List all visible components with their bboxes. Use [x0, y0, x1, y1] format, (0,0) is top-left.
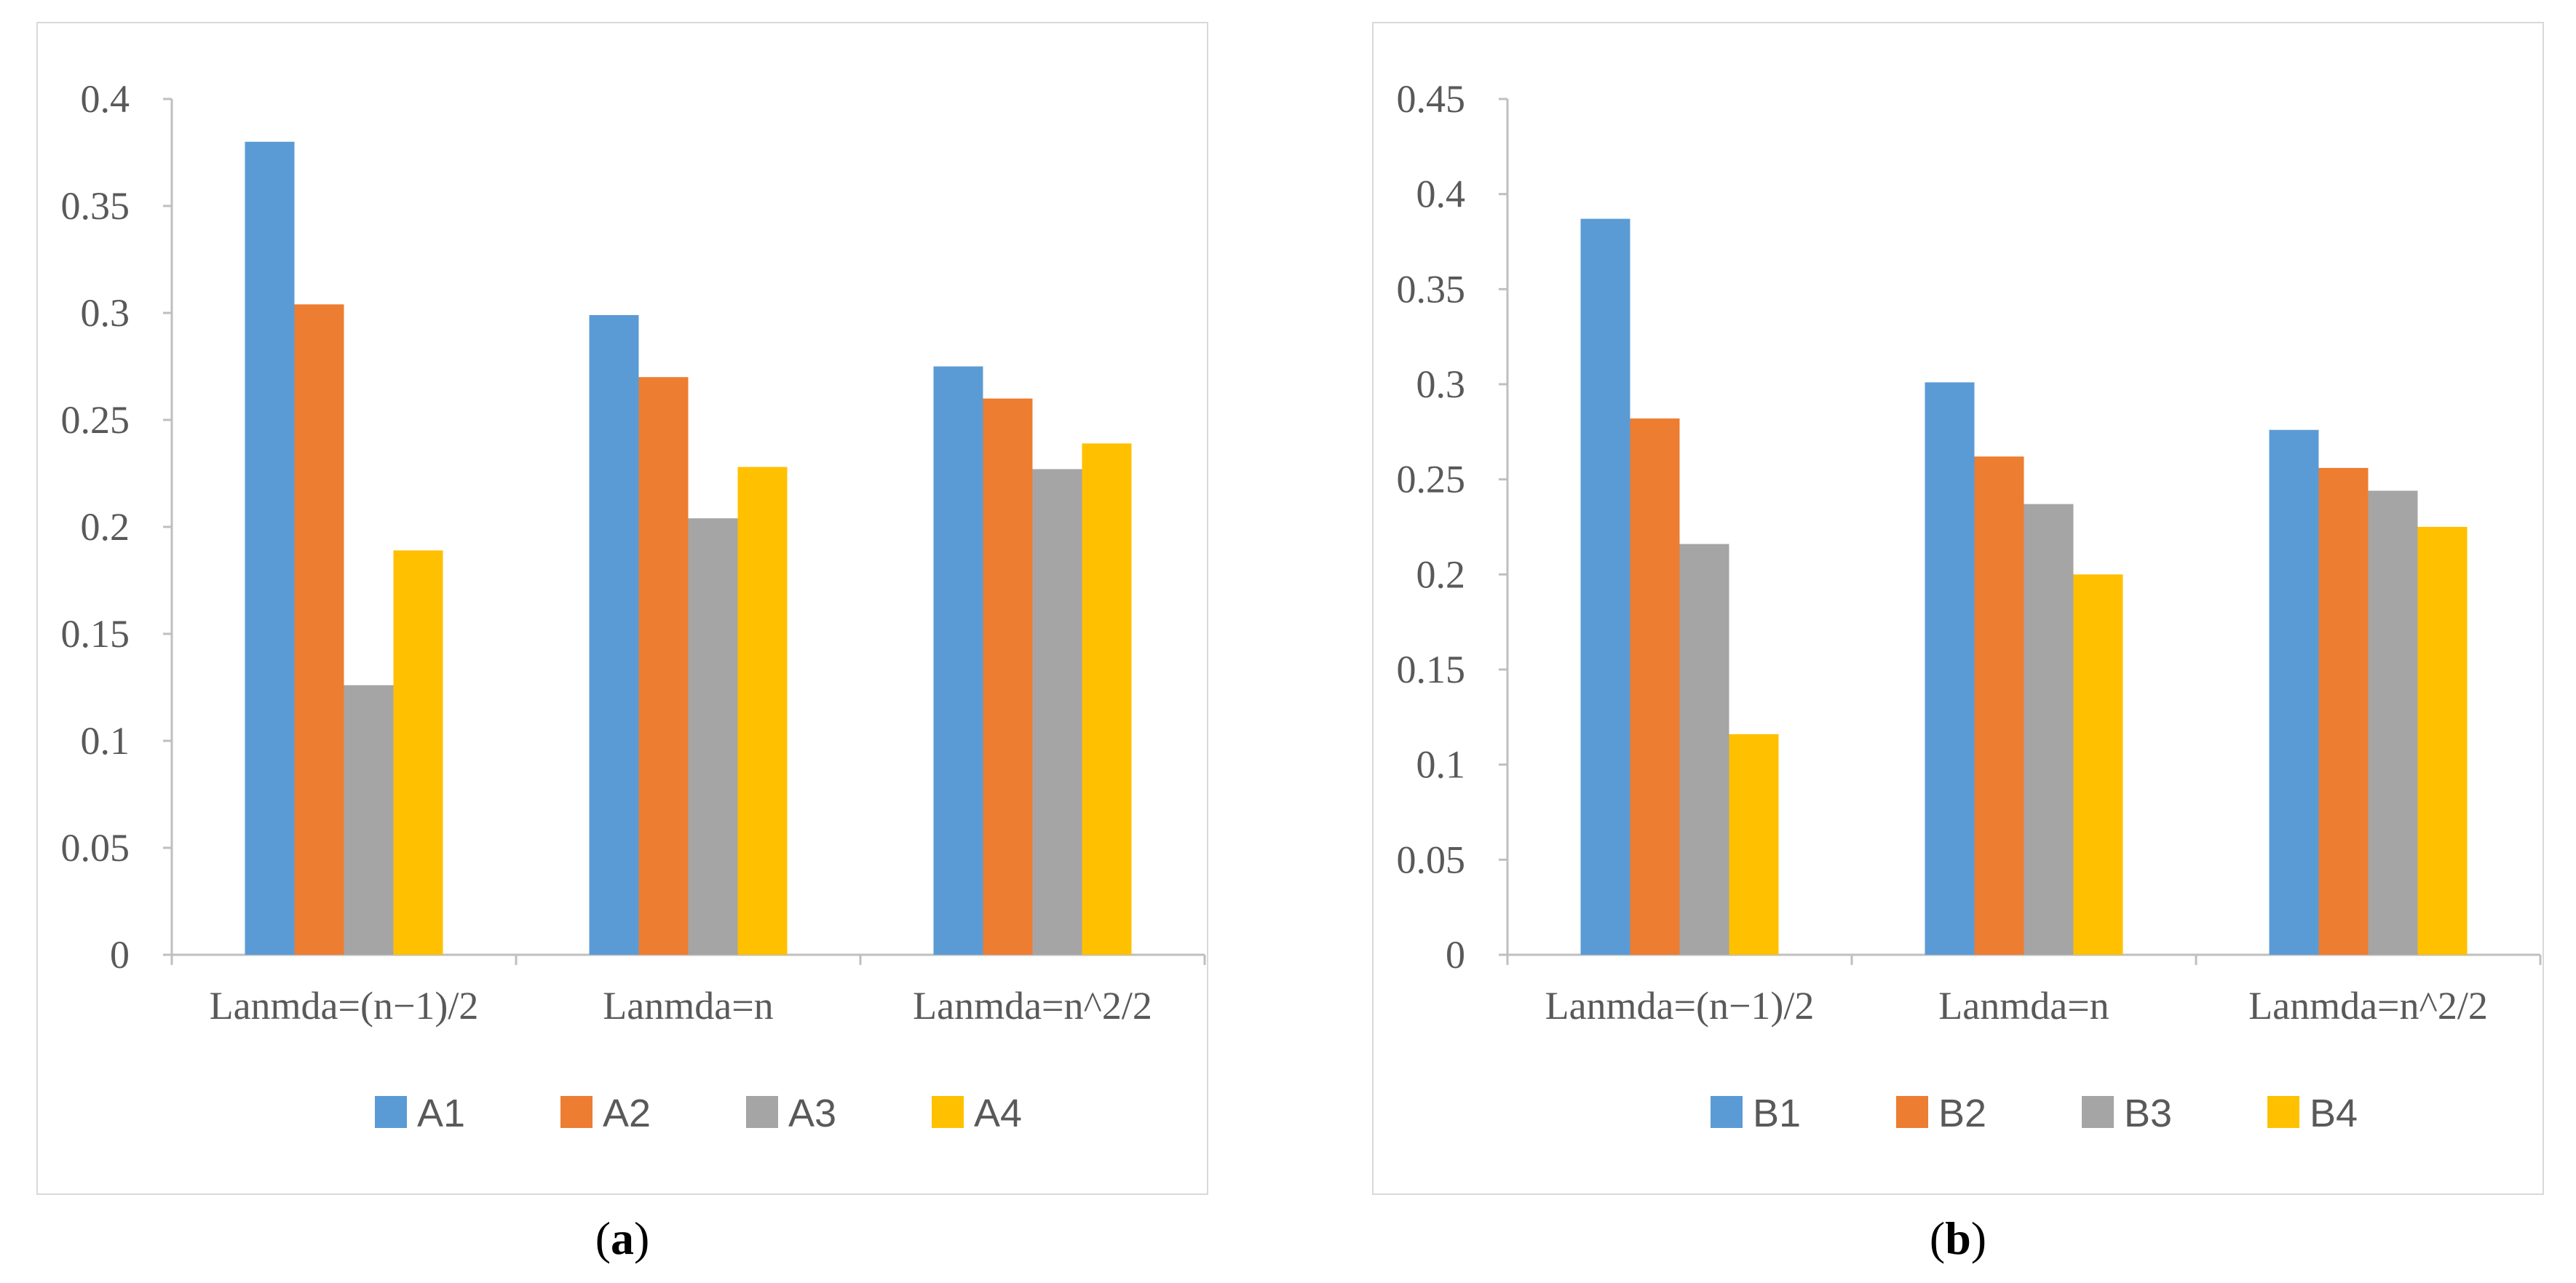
chart-b-bar-b1-3 [2269, 429, 2319, 955]
chart-b-category-label: Lanmda=n [1938, 984, 2109, 1028]
chart-b-bar-b2-2 [1974, 456, 2024, 955]
chart-a-bar-a4-3 [1082, 443, 1132, 955]
chart-a-bar-a3-3 [1032, 469, 1082, 955]
chart-b-bar-b3-2 [2024, 504, 2074, 955]
chart-a-ytick-label: 0.25 [61, 398, 130, 442]
chart-b-bar-b2-3 [2318, 467, 2369, 955]
chart-a-category-label: Lanmda=n [603, 984, 773, 1028]
chart-b-ytick-label: 0.4 [1416, 172, 1466, 216]
chart-a-bar-a4-1 [393, 550, 443, 955]
chart-b-legend-swatch-b1 [1711, 1096, 1743, 1128]
chart-b-legend-label-b1: B1 [1753, 1092, 1801, 1135]
chart-b-legend-swatch-b2 [1896, 1096, 1928, 1128]
chart-b-ytick-label: 0.1 [1416, 743, 1466, 787]
chart-b-bar-b1-2 [1925, 382, 1975, 955]
chart-a-ytick-label: 0.35 [61, 184, 130, 228]
chart-a-ytick-label: 0.05 [61, 826, 130, 870]
chart-b-ytick-label: 0.25 [1397, 458, 1466, 501]
chart-b-bar-b3-3 [2368, 490, 2418, 955]
chart-b-ytick-label: 0.45 [1397, 77, 1466, 121]
caption-a: (a) [595, 1212, 650, 1264]
chart-a-bar-a2-3 [983, 398, 1033, 955]
chart-b-bar-b4-3 [2417, 527, 2468, 955]
chart-a-ytick-label: 0.3 [81, 291, 130, 335]
chart-b-legend-label-b4: B4 [2310, 1092, 2358, 1135]
chart-b-bar-b3-1 [1679, 544, 1729, 955]
chart-a-legend-label-a4: A4 [974, 1092, 1022, 1135]
chart-b-legend-label-b2: B2 [1938, 1092, 1986, 1135]
chart-a-bar-a3-1 [344, 685, 394, 955]
chart-a-ytick-label: 0.15 [61, 612, 130, 656]
chart-b-ytick-label: 0.3 [1416, 362, 1466, 406]
chart-b-bar-b1-1 [1580, 218, 1630, 955]
chart-a-legend-swatch-a3 [746, 1096, 778, 1128]
caption-b: (b) [1929, 1212, 1987, 1264]
chart-b-category-label: Lanmda=(n−1)/2 [1545, 984, 1815, 1028]
chart-b-legend-swatch-b4 [2267, 1096, 2299, 1128]
chart-a-ytick-label: 0.1 [81, 719, 130, 763]
chart-a-category-label: Lanmda=n^2/2 [913, 984, 1152, 1028]
chart-a-bar-a1-2 [589, 314, 639, 955]
chart-a-bar-a2-2 [638, 377, 689, 955]
chart-b-category-label: Lanmda=n^2/2 [2248, 984, 2488, 1028]
chart-a-bar-a4-2 [737, 466, 788, 955]
chart-b-legend-swatch-b3 [2082, 1096, 2114, 1128]
chart-a-legend-label-a1: A1 [417, 1092, 465, 1135]
chart-b-ytick-label: 0.35 [1397, 267, 1466, 311]
chart-b-bar-b2-1 [1630, 418, 1680, 955]
chart-a-legend-label-a2: A2 [603, 1092, 651, 1135]
chart-a-ytick-label: 0 [110, 933, 130, 977]
chart-a-legend-swatch-a4 [932, 1096, 964, 1128]
chart-a-category-label: Lanmda=(n−1)/2 [210, 984, 479, 1028]
chart-a-ytick-label: 0.2 [81, 505, 130, 549]
chart-a-ytick-label: 0.4 [81, 77, 130, 121]
chart-b-ytick-label: 0.05 [1397, 838, 1466, 881]
caption-b-label: b [1945, 1212, 1971, 1264]
chart-b-ytick-label: 0.15 [1397, 648, 1466, 691]
chart-a-bar-a2-1 [294, 304, 344, 955]
chart-b-ytick-label: 0 [1446, 933, 1465, 977]
chart-b-bar-b4-1 [1729, 734, 1779, 955]
chart-a-bar-a1-3 [933, 366, 983, 955]
caption-a-label: a [611, 1212, 634, 1264]
chart-b-bar-b4-2 [2073, 574, 2123, 955]
chart-a-legend-label-a3: A3 [788, 1092, 836, 1135]
chart-a-legend-swatch-a2 [560, 1096, 593, 1128]
chart-b-legend-label-b3: B3 [2124, 1092, 2172, 1135]
chart-a-legend-swatch-a1 [375, 1096, 407, 1128]
chart-a-bar-a3-2 [688, 518, 738, 955]
chart-a-bar-a1-1 [245, 141, 295, 955]
chart-b-ytick-label: 0.2 [1416, 552, 1466, 596]
